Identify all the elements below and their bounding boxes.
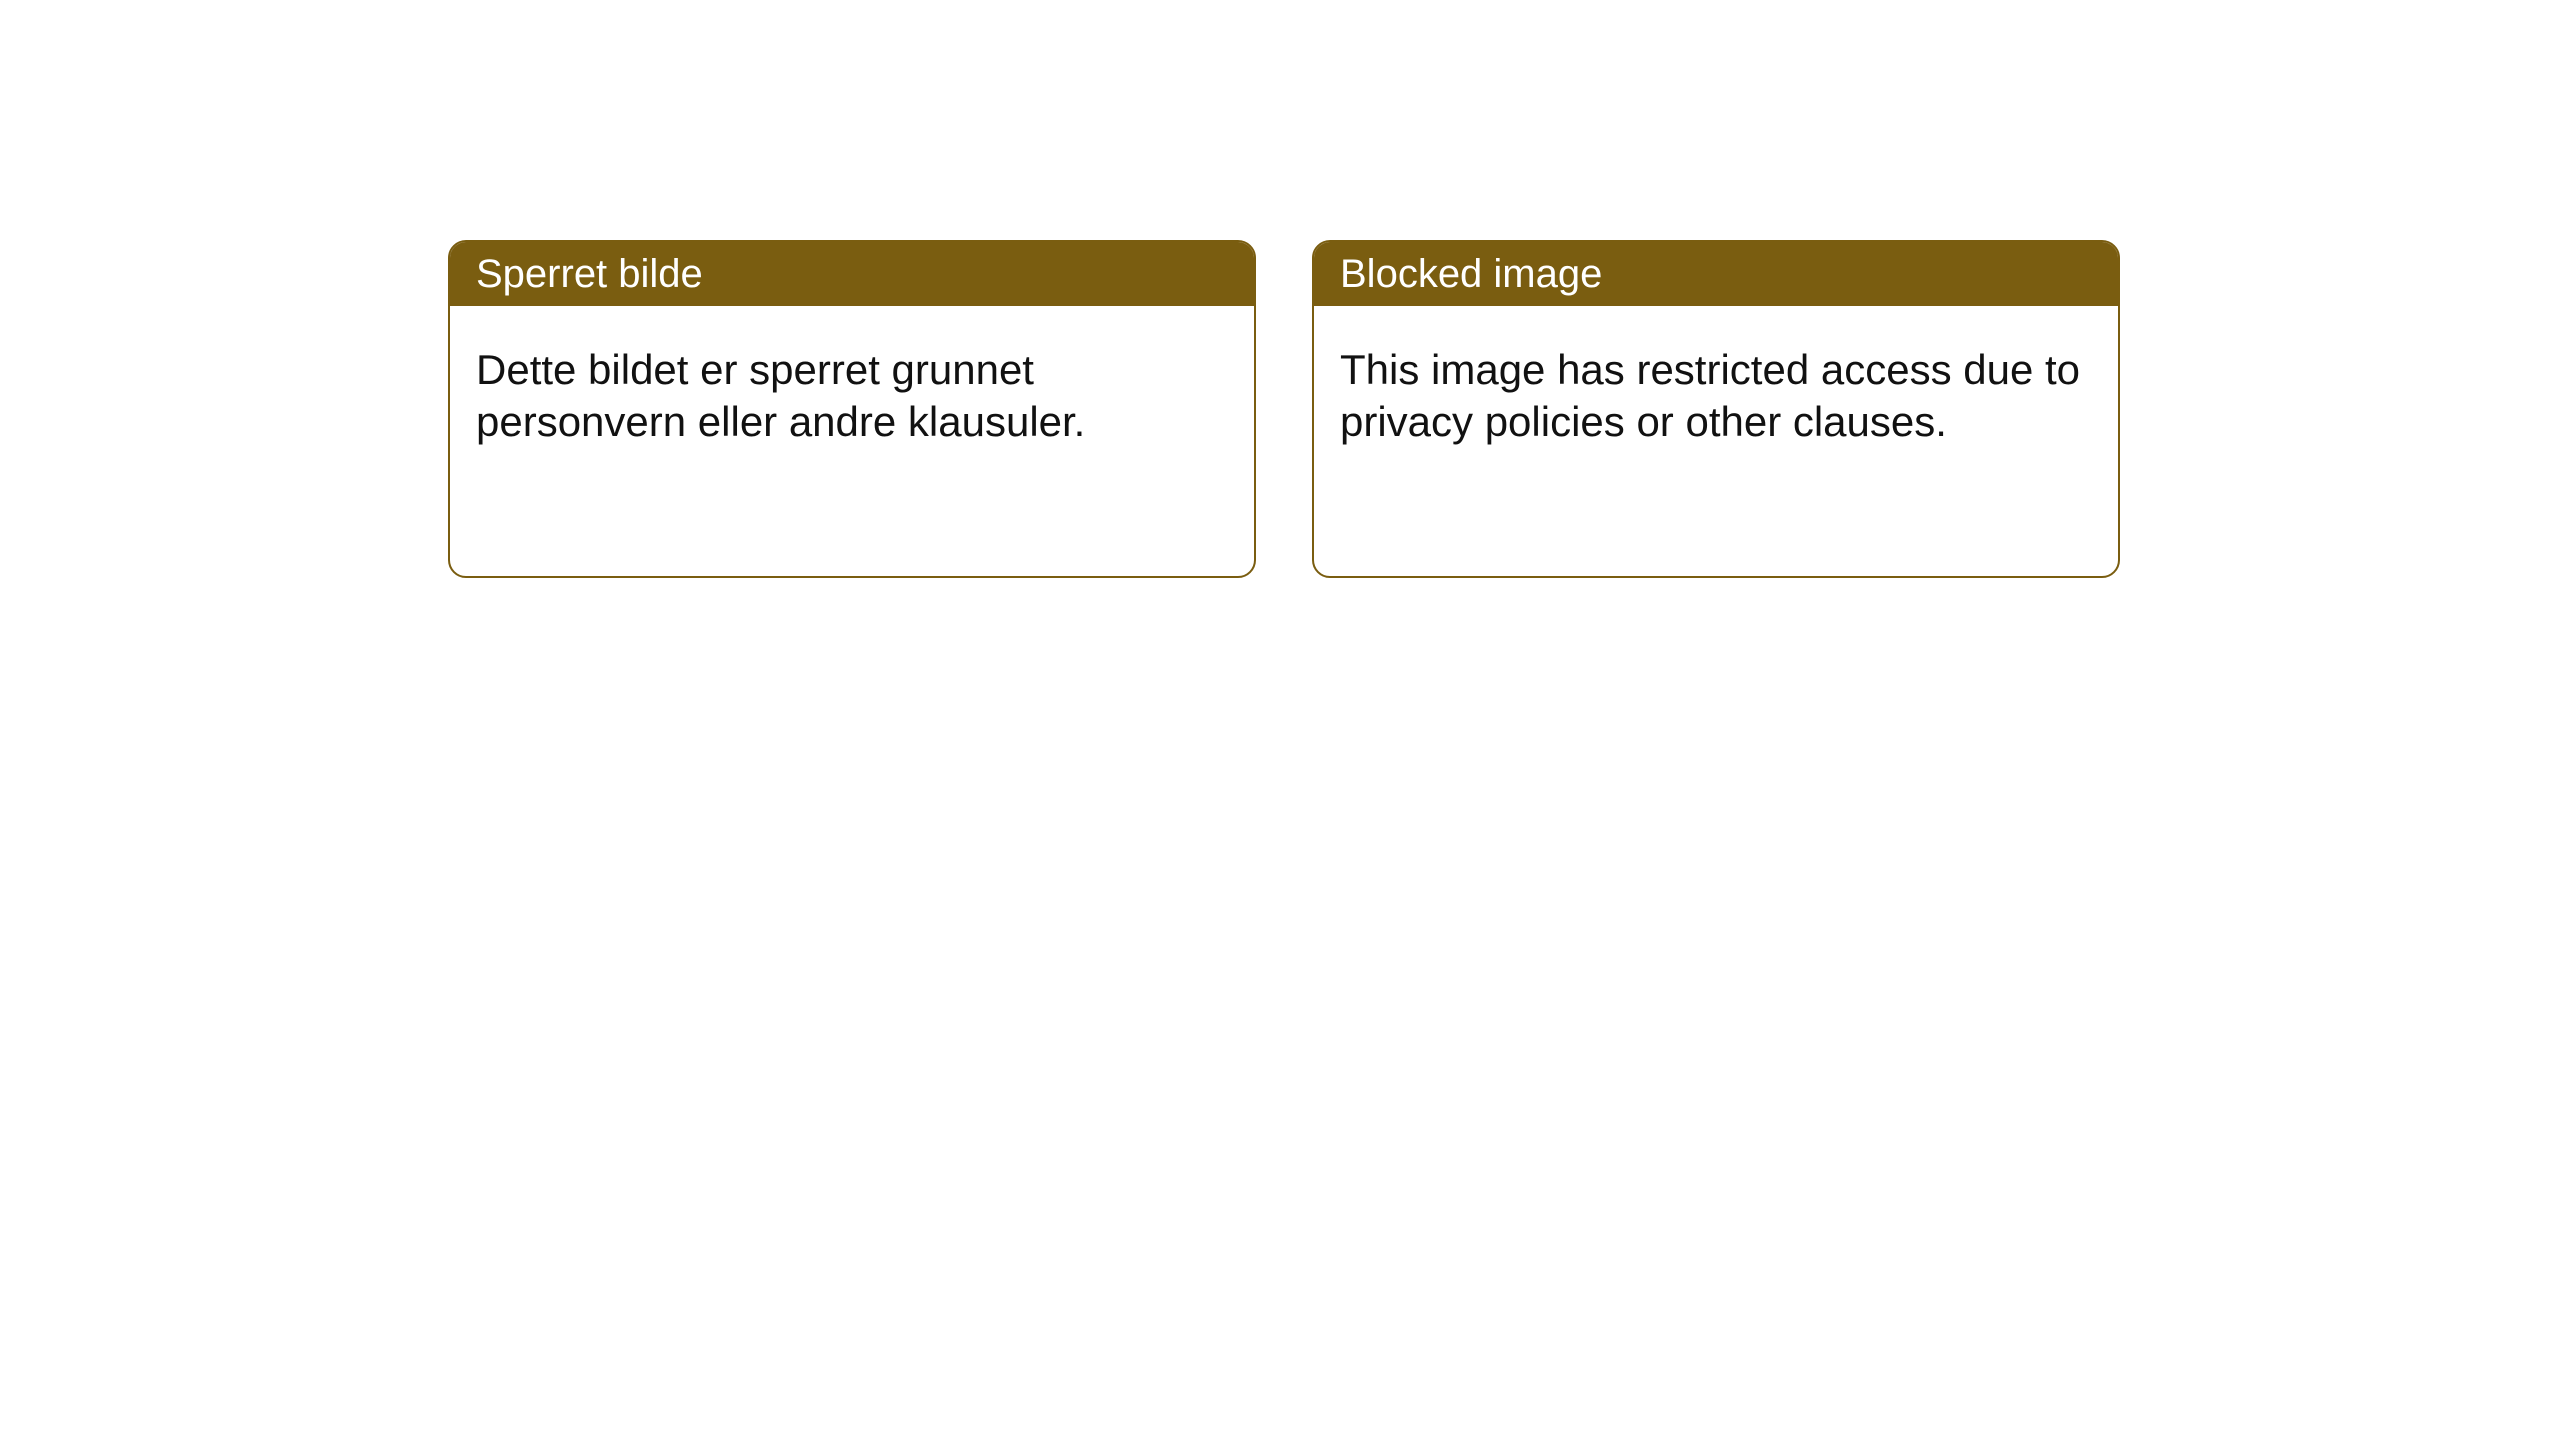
card-body: Dette bildet er sperret grunnet personve…	[450, 306, 1254, 486]
blocked-image-notice-group: Sperret bilde Dette bildet er sperret gr…	[448, 240, 2120, 578]
card-header: Sperret bilde	[450, 242, 1254, 306]
card-body: This image has restricted access due to …	[1314, 306, 2118, 486]
notice-card-english: Blocked image This image has restricted …	[1312, 240, 2120, 578]
notice-card-norwegian: Sperret bilde Dette bildet er sperret gr…	[448, 240, 1256, 578]
card-header: Blocked image	[1314, 242, 2118, 306]
